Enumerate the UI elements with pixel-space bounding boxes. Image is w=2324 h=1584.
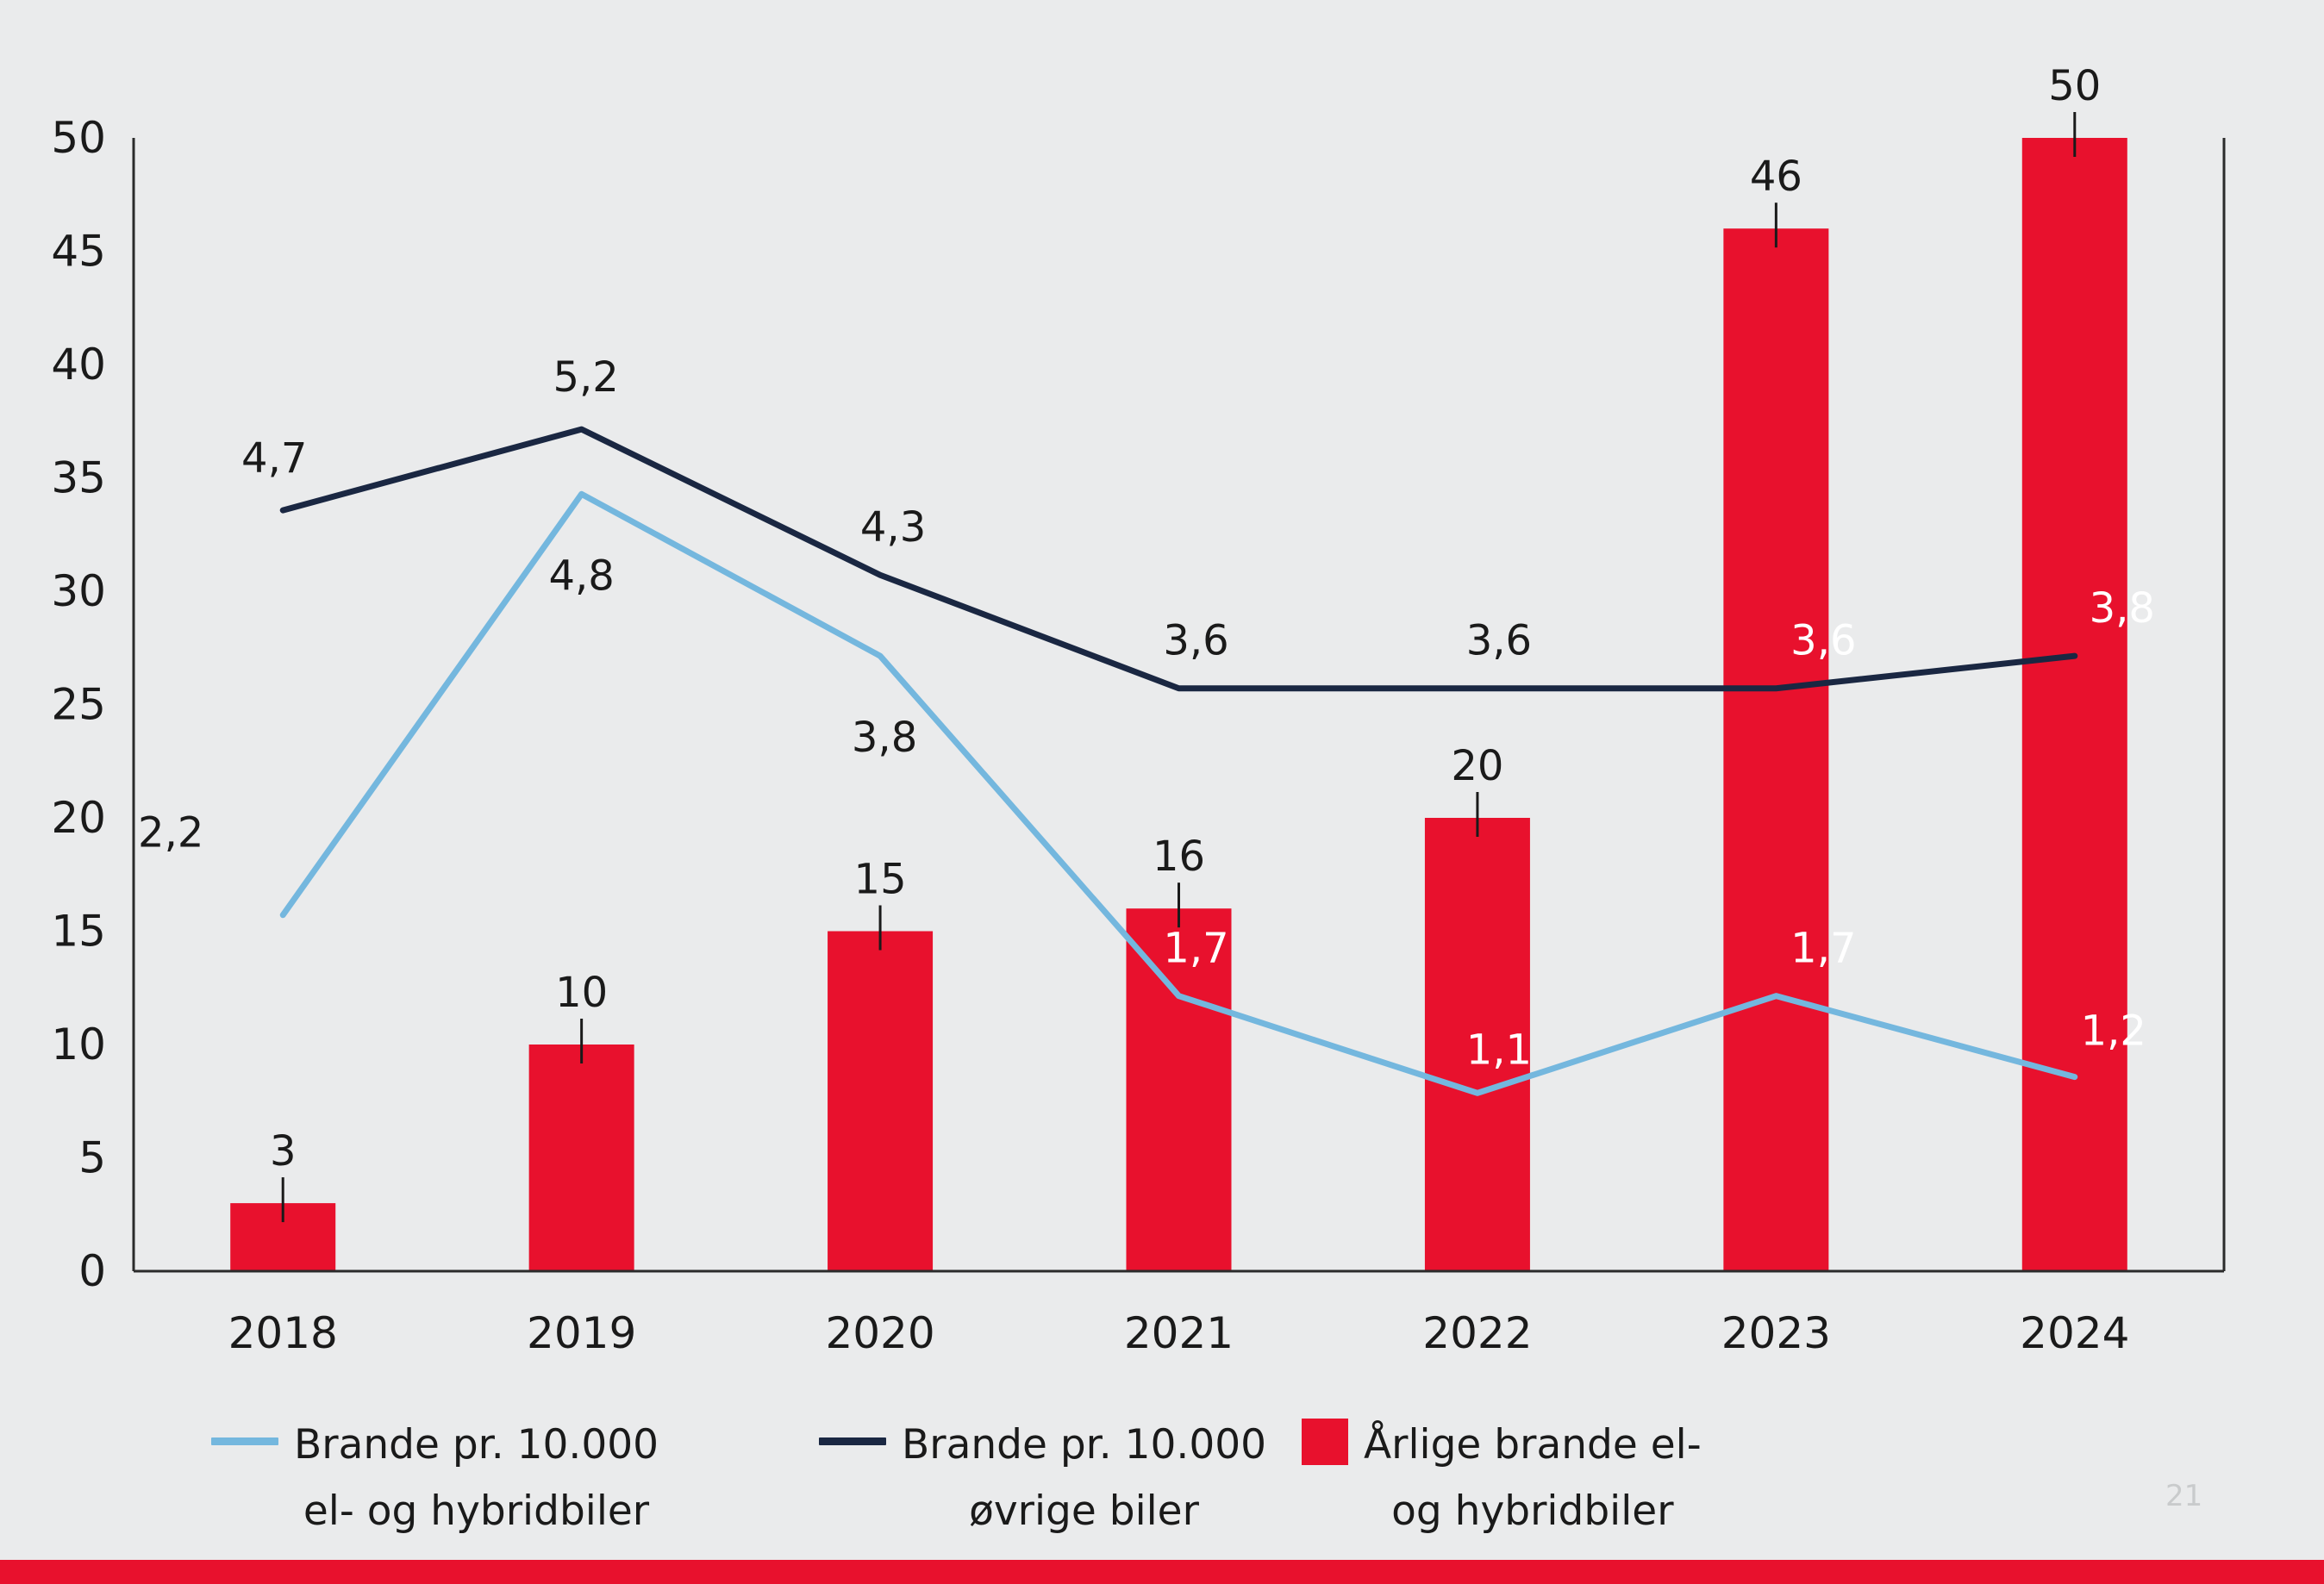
- legend-item-annual-fires: Årlige brande el- og hybridbiler: [1302, 1412, 1702, 1544]
- x-tick-label-2022: 2022: [1422, 1308, 1532, 1358]
- y-tick-label: 5: [78, 1133, 106, 1183]
- y-tick-label: 0: [78, 1246, 106, 1296]
- page-number: 21: [2165, 1479, 2203, 1513]
- line-value-label: 1,1: [1466, 1026, 1532, 1074]
- y-tick-label: 15: [51, 907, 106, 957]
- bar-2024: [2021, 138, 2127, 1271]
- bar-2019: [528, 1045, 634, 1271]
- line-series-0: [279, 490, 2078, 1096]
- legend: Brande pr. 10.000 el- og hybridbiler Bra…: [0, 1412, 2324, 1558]
- bar-value-label: 50: [2048, 62, 2101, 110]
- y-tick-label: 30: [51, 566, 106, 616]
- line-value-label: 3,8: [2090, 584, 2155, 633]
- line-value-label: 1,7: [1790, 925, 1856, 973]
- line-value-label: 5,2: [553, 353, 618, 402]
- y-tick-label: 50: [51, 113, 106, 163]
- legend-label-line1: Brande pr. 10.000: [294, 1421, 659, 1469]
- y-tick-label: 45: [51, 227, 106, 277]
- line-value-label: 2,2: [138, 809, 203, 857]
- line-value-label: 1,7: [1163, 925, 1228, 973]
- x-tick-label-2020: 2020: [825, 1308, 934, 1358]
- y-tick-label: 20: [51, 793, 106, 843]
- x-tick-label-2024: 2024: [2020, 1308, 2129, 1358]
- legend-label-line1: Årlige brande el-: [1364, 1421, 1702, 1469]
- legend-label-line2: el- og hybridbiler: [303, 1487, 650, 1535]
- legend-label-line1: Brande pr. 10.000: [902, 1421, 1267, 1469]
- line-value-label: 4,8: [548, 552, 614, 600]
- bar-value-label: 3: [270, 1127, 297, 1176]
- bar-value-label: 20: [1451, 742, 1503, 790]
- y-tick-label: 25: [51, 680, 106, 730]
- line-value-label: 3,6: [1163, 617, 1228, 665]
- legend-swatch-line-navy: [819, 1437, 886, 1445]
- legend-label-line2: og hybridbiler: [1391, 1487, 1674, 1535]
- y-tick-label: 10: [51, 1020, 106, 1070]
- bar-value-label: 46: [1750, 153, 1802, 201]
- x-tick-label-2019: 2019: [527, 1308, 636, 1358]
- bar-2020: [828, 931, 934, 1271]
- line-value-label: 3,6: [1466, 617, 1532, 665]
- bar-value-label: 15: [854, 856, 907, 904]
- line-series-1: [279, 426, 2078, 692]
- legend-item-other-cars-rate: Brande pr. 10.000 øvrige biler: [819, 1412, 1266, 1544]
- x-tick-label-2021: 2021: [1124, 1308, 1234, 1358]
- footer-accent-strip: [0, 1560, 2324, 1584]
- legend-label-line2: øvrige biler: [969, 1487, 1199, 1535]
- legend-swatch-line-blue: [211, 1437, 278, 1445]
- legend-swatch-square-red: [1302, 1419, 1348, 1465]
- y-tick-label: 35: [51, 453, 106, 503]
- line-value-label: 4,7: [241, 434, 307, 483]
- legend-item-el-hybrid-rate: Brande pr. 10.000 el- og hybridbiler: [211, 1412, 659, 1544]
- x-tick-label-2018: 2018: [228, 1308, 338, 1358]
- y-tick-label: 40: [51, 340, 106, 390]
- line-value-label: 3,6: [1790, 617, 1856, 665]
- bar-2021: [1126, 908, 1232, 1271]
- bar-value-label: 16: [1153, 833, 1205, 881]
- x-tick-label-2023: 2023: [1721, 1308, 1831, 1358]
- bar-value-label: 10: [555, 969, 608, 1017]
- bar-2022: [1424, 818, 1530, 1271]
- line-value-label: 4,3: [860, 503, 926, 552]
- bar-2023: [1723, 228, 1829, 1272]
- line-value-label: 1,2: [2081, 1007, 2146, 1056]
- line-value-label: 3,8: [852, 714, 917, 762]
